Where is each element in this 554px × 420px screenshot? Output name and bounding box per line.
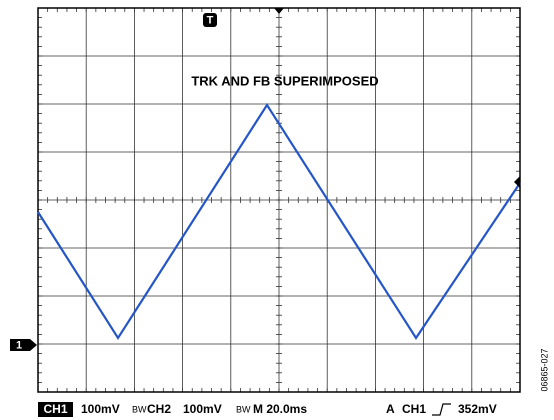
trigger-level-marker (514, 176, 520, 188)
trigger-marker-box (203, 13, 217, 27)
timebase: M 20.0ms (253, 402, 307, 416)
annotation: TRK AND FB SUPERIMPOSED (191, 73, 378, 88)
ch1-label: CH1 (43, 402, 67, 416)
ch1-label-box (38, 402, 73, 417)
trigger-marker: T (207, 14, 214, 26)
ch2-label: CH2 (147, 402, 171, 416)
trigger-position (274, 8, 284, 14)
figure-code: 06865-027 (539, 348, 549, 391)
trigger-source: CH1 (402, 402, 426, 416)
trigger-level: 352mV (458, 402, 497, 416)
waveform-trace (37, 102, 521, 341)
ch1-scale: 100mV (81, 402, 120, 416)
bandwidth-limit: BW (236, 404, 251, 414)
channel-marker: 1 (16, 339, 22, 351)
ch2-scale: 100mV (183, 402, 222, 416)
trigger-mode: A (386, 402, 395, 416)
channel-marker-box (10, 339, 37, 351)
bandwidth-limit: BW (132, 404, 147, 414)
trigger-slope-icon (432, 403, 451, 416)
